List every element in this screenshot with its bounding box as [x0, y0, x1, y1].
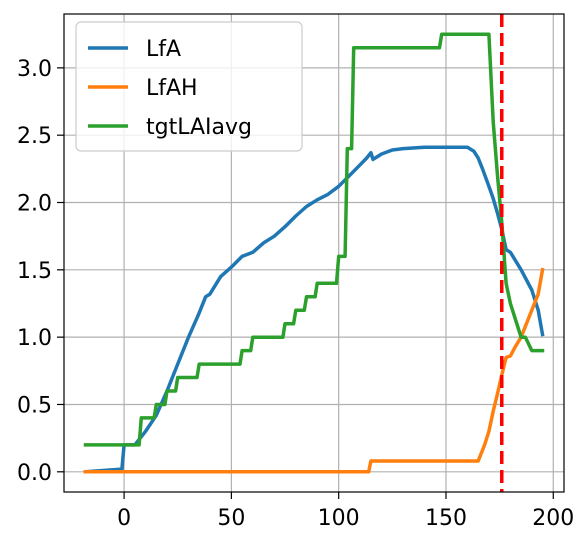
- y-tick-label: 2.5: [17, 124, 52, 149]
- y-tick-label: 1.5: [17, 259, 52, 284]
- legend-label: LfAH: [146, 76, 198, 101]
- legend-box: [75, 21, 303, 152]
- x-tick-label: 150: [425, 506, 467, 531]
- x-tick-label: 200: [532, 506, 574, 531]
- y-tick-label: 1.0: [17, 326, 52, 351]
- y-tick-label: 0.0: [17, 461, 52, 486]
- legend-label: tgtLAIavg: [146, 115, 252, 140]
- y-tick-label: 2.0: [17, 192, 52, 217]
- series-line-lfah: [83, 267, 545, 474]
- x-tick-label: 0: [117, 506, 131, 531]
- legend-label: LfA: [146, 37, 181, 62]
- series-line-lfa: [83, 145, 545, 474]
- plot-frame: [63, 13, 565, 493]
- y-tick-label: 0.5: [17, 393, 52, 418]
- axis-ticks: 0 50 100 150 200 0.0 0.5 1.0 1.5 2.0 2.5 3.0: [17, 57, 574, 531]
- y-tick-label: 3.0: [17, 57, 52, 82]
- legend: LfA LfAH tgtLAIavg: [75, 21, 303, 152]
- x-tick-label: 50: [217, 506, 245, 531]
- x-tick-label: 100: [318, 506, 360, 531]
